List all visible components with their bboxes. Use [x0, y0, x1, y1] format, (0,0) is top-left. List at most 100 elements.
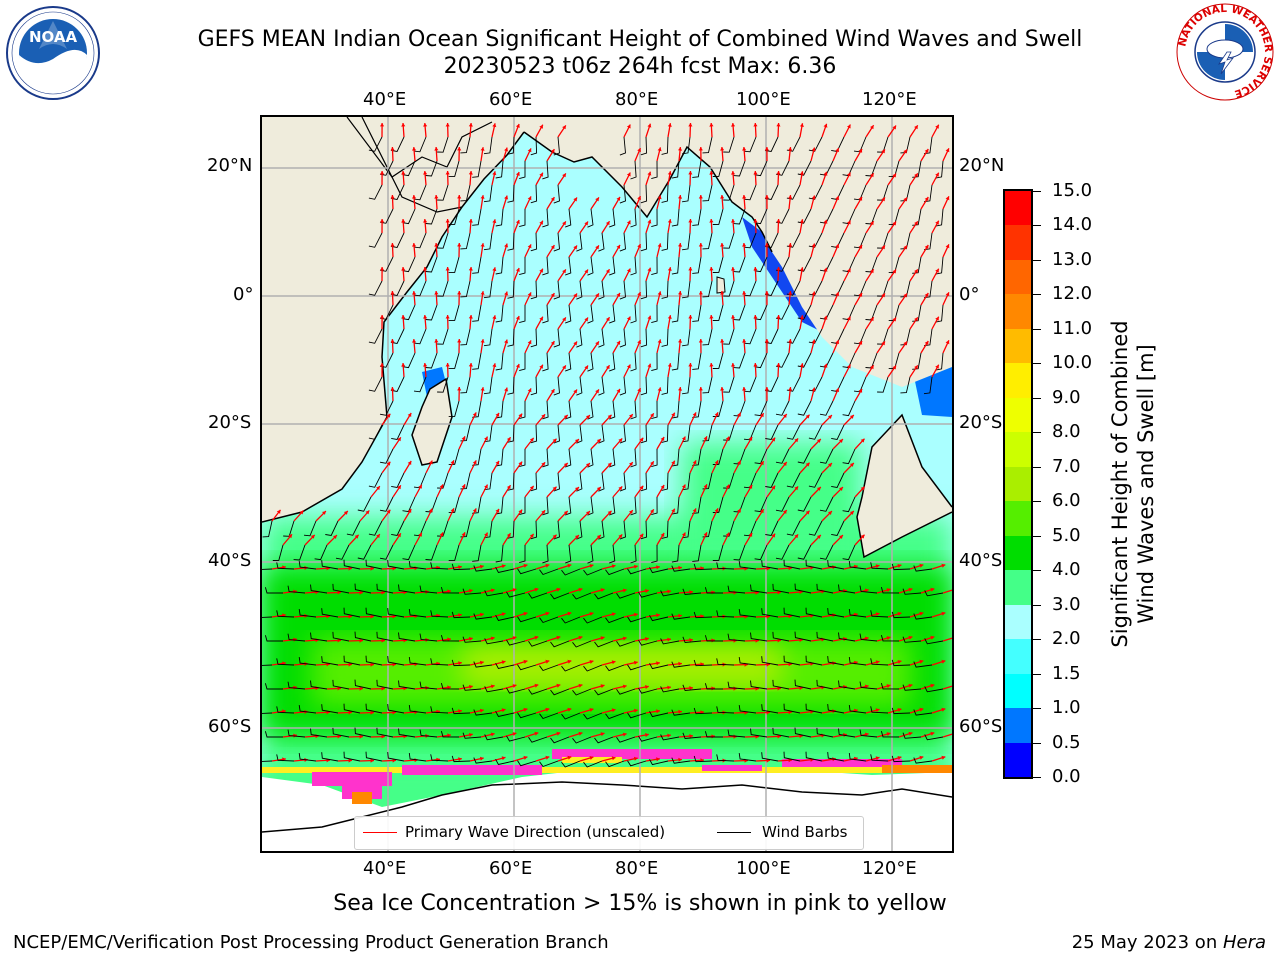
- wind-barb: [891, 611, 911, 619]
- wave-direction-arrowhead: [529, 437, 534, 442]
- wind-barb: [743, 280, 757, 297]
- wind-barb: [495, 304, 504, 323]
- wave-direction-arrowhead: [390, 195, 395, 199]
- lon-label-top-40e: 40°E: [363, 89, 407, 110]
- wind-barb: [264, 731, 283, 738]
- wind-barb: [517, 712, 537, 719]
- wind-barb: [530, 232, 538, 252]
- wind-barb: [859, 729, 878, 738]
- wave-direction-arrowhead: [835, 340, 840, 345]
- wave-direction-arrowhead: [595, 293, 599, 298]
- wind-barb: [754, 448, 768, 465]
- wind-barb: [682, 328, 691, 347]
- wave-direction-arrowhead: [386, 413, 391, 418]
- wave-direction-arrowhead: [386, 509, 391, 514]
- wind-barb: [506, 591, 526, 598]
- wave-direction-arrowhead: [799, 315, 804, 319]
- wave-direction-arrowhead: [886, 636, 891, 641]
- wind-barb: [368, 520, 383, 536]
- wind-barb: [619, 376, 626, 396]
- wind-barb: [387, 752, 405, 762]
- wave-direction-arrowhead: [805, 462, 810, 467]
- wind-barb: [530, 520, 538, 540]
- wind-barb: [619, 472, 626, 492]
- wind-barb: [517, 760, 537, 767]
- wave-direction-arrowhead: [633, 660, 638, 665]
- wave-direction-arrowhead: [550, 197, 555, 202]
- wind-barb: [640, 424, 648, 444]
- wind-barb: [712, 400, 724, 417]
- wave-direction-arrowhead: [461, 484, 466, 489]
- wave-direction-arrowhead: [457, 291, 462, 295]
- wind-barb: [682, 684, 702, 691]
- wave-direction-arrowhead: [742, 291, 747, 295]
- wave-direction-arrowhead: [788, 662, 792, 667]
- wind-barb: [561, 616, 581, 624]
- wave-direction-arrowhead: [380, 315, 385, 319]
- wave-direction-arrowhead: [828, 463, 832, 467]
- wind-barb: [727, 633, 746, 642]
- wave-direction-arrowhead: [310, 534, 315, 539]
- wave-direction-arrowhead: [293, 589, 297, 594]
- wind-barb: [682, 376, 691, 395]
- wave-direction-arrowhead: [811, 387, 816, 392]
- wind-barb: [754, 208, 768, 225]
- wave-direction-arrowhead: [811, 291, 816, 296]
- wind-barb: [827, 560, 845, 570]
- colorbar-tick-mark: [1033, 535, 1041, 537]
- colorbar-tick-label: 1.0: [1052, 697, 1081, 719]
- wind-barb: [827, 752, 845, 762]
- wave-direction-arrowhead: [731, 363, 736, 367]
- wind-barb: [797, 400, 812, 416]
- wave-direction-arrowhead: [924, 197, 929, 201]
- wave-direction-arrowhead: [397, 533, 401, 538]
- wind-barb: [542, 544, 549, 564]
- wind-barb: [451, 563, 471, 571]
- wave-direction-arrowhead: [753, 267, 758, 271]
- lon-label-top-80e: 80°E: [615, 89, 659, 110]
- wind-barb: [609, 448, 616, 468]
- wind-barb: [368, 184, 383, 200]
- wave-direction-arrowhead: [589, 612, 594, 616]
- wind-barb: [387, 704, 405, 714]
- wave-direction-arrowhead: [333, 535, 337, 539]
- wind-barb: [310, 632, 328, 642]
- wave-direction-arrowhead: [386, 461, 391, 466]
- wave-direction-arrowhead: [450, 460, 455, 465]
- wave-direction-arrowhead: [445, 363, 450, 367]
- wave-direction-arrowhead: [764, 387, 769, 391]
- wind-barb: [702, 136, 713, 154]
- wind-barb: [619, 328, 626, 348]
- wind-barb: [772, 727, 790, 738]
- wave-direction-arrowhead: [919, 659, 924, 664]
- wind-barb: [460, 328, 471, 346]
- wind-barb: [587, 400, 594, 420]
- wave-direction-arrowhead: [764, 291, 769, 295]
- wind-barb: [935, 304, 944, 323]
- wind-barb: [448, 544, 460, 561]
- wave-direction-arrowhead: [567, 659, 572, 664]
- wave-direction-arrowhead: [945, 340, 950, 345]
- wind-barb: [638, 639, 658, 646]
- wave-direction-arrowhead: [562, 221, 566, 226]
- wave-direction-arrowhead: [771, 533, 776, 538]
- wind-barb: [716, 610, 735, 618]
- wave-direction-arrowhead: [892, 269, 896, 274]
- wave-direction-arrowhead: [589, 756, 594, 760]
- wind-barb: [640, 376, 648, 396]
- wind-barb: [765, 520, 779, 537]
- wind-barb: [276, 658, 295, 666]
- wind-barb: [797, 496, 812, 512]
- wave-direction-arrowhead: [457, 339, 462, 343]
- wave-direction-arrowhead: [794, 534, 799, 539]
- wind-barb: [542, 160, 549, 180]
- wave-direction-arrowhead: [492, 171, 497, 176]
- wave-direction-arrowhead: [799, 363, 804, 367]
- wind-barb: [354, 679, 372, 690]
- wave-direction-arrowhead: [479, 612, 484, 617]
- wave-direction-arrowhead: [733, 734, 737, 739]
- wave-direction-arrowhead: [550, 389, 555, 394]
- wind-barb: [630, 496, 637, 516]
- wave-direction-arrowhead: [731, 123, 736, 127]
- wind-barb: [794, 679, 812, 690]
